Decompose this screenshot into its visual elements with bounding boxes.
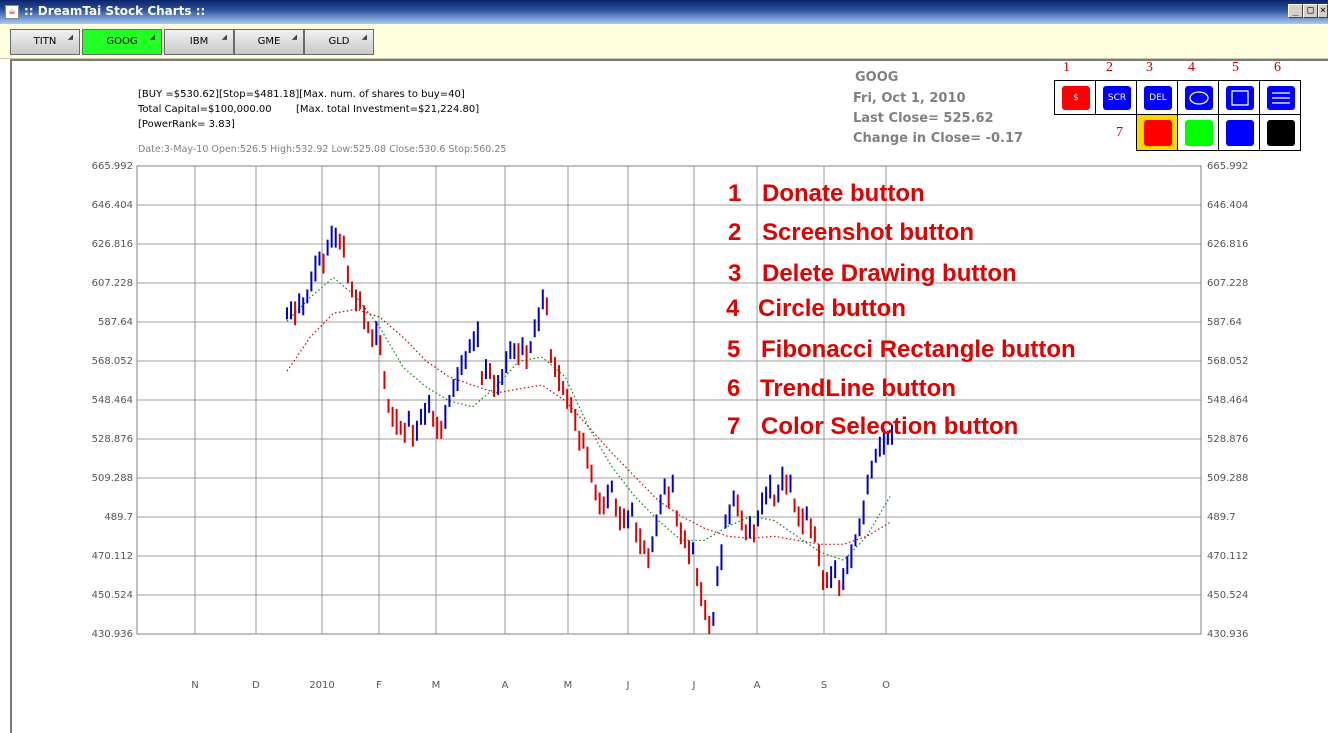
tab-label: GOOG	[106, 36, 138, 47]
legend-number: 4	[726, 295, 740, 322]
legend-delete: 3 Delete Drawing button	[728, 260, 1017, 288]
donate-cell: $	[1054, 80, 1096, 115]
tab-label: GME	[257, 36, 281, 47]
donate-button[interactable]: $	[1062, 86, 1090, 110]
tab-corner-icon: ◢	[149, 33, 155, 41]
black-swatch-icon	[1267, 120, 1295, 146]
swatch-blue[interactable]	[1218, 114, 1260, 151]
tab-label: GLD	[328, 36, 350, 47]
legend-number: 2	[728, 219, 742, 246]
legend-text: TrendLine button	[760, 375, 956, 402]
legend-text: Color Selection button	[761, 413, 1019, 440]
tab-corner-icon: ◢	[361, 33, 367, 41]
toolbox-number: 5	[1232, 60, 1239, 75]
delete-drawing-button[interactable]: DEL	[1144, 86, 1172, 110]
tab-ibm[interactable]: IBM ◢	[164, 29, 234, 55]
maximize-button[interactable]: □	[1303, 4, 1318, 18]
swatch-red[interactable]	[1136, 114, 1178, 151]
buy-info: [BUY =$530.62][Stop=$481.18][Max. num. o…	[138, 89, 465, 100]
legend-number: 5	[727, 336, 741, 363]
circle-cell	[1177, 80, 1219, 115]
screenshot-button[interactable]: SCR	[1103, 86, 1131, 110]
legend-fibonacci: 5 Fibonacci Rectangle button	[727, 336, 1076, 364]
legend-text: Donate button	[762, 180, 925, 207]
legend-donate: 1 Donate button	[728, 180, 925, 208]
tab-gld[interactable]: GLD ◢	[304, 29, 374, 55]
legend-color: 7 Color Selection button	[727, 413, 1018, 441]
red-swatch-icon	[1144, 120, 1172, 146]
chart-panel	[10, 59, 1328, 733]
legend-trendline: 6 TrendLine button	[727, 375, 956, 403]
legend-circle: 4 Circle button	[726, 295, 906, 323]
toolbox-number: 3	[1146, 60, 1153, 75]
tab-corner-icon: ◢	[221, 33, 227, 41]
screenshot-cell: SCR	[1095, 80, 1137, 115]
tab-corner-icon: ◢	[291, 33, 297, 41]
delete-cell: DEL	[1136, 80, 1178, 115]
trendline-button[interactable]	[1267, 86, 1295, 110]
change-in-close: Change in Close= -0.17	[853, 131, 1024, 146]
total-capital: Total Capital=$100,000.00	[138, 104, 272, 115]
blue-swatch-icon	[1226, 120, 1254, 146]
quote-symbol: GOOG	[855, 70, 899, 85]
trendline-icon	[1272, 92, 1290, 104]
minimize-button[interactable]: _	[1288, 4, 1303, 18]
close-button[interactable]: ×	[1318, 4, 1328, 18]
java-app-icon: ☕	[5, 5, 19, 19]
rectangle-icon	[1231, 90, 1249, 106]
bar-info-line: Date:3-May-10 Open:526.5 High:532.92 Low…	[138, 144, 507, 155]
power-rank: [PowerRank= 3.83]	[138, 119, 235, 130]
legend-screenshot: 2 Screenshot button	[728, 219, 974, 247]
swatch-black[interactable]	[1259, 114, 1301, 151]
toolbox-number: 1	[1063, 60, 1070, 75]
tab-label: IBM	[189, 36, 209, 47]
circle-icon	[1189, 91, 1209, 105]
toolbox-number: 4	[1188, 60, 1195, 75]
last-close: Last Close= 525.62	[853, 111, 994, 126]
legend-number: 1	[728, 180, 742, 207]
tab-gme[interactable]: GME ◢	[234, 29, 304, 55]
quote-date: Fri, Oct 1, 2010	[853, 91, 966, 106]
toolbox-number: 7	[1116, 125, 1123, 140]
trendline-cell	[1259, 80, 1301, 115]
tab-corner-icon: ◢	[67, 33, 73, 41]
green-swatch-icon	[1185, 120, 1213, 146]
tab-goog[interactable]: GOOG ◢	[82, 29, 162, 55]
dollar-icon: $	[1073, 93, 1079, 103]
drawing-toolbox: $ SCR DEL	[1054, 80, 1301, 151]
toolbox-number: 2	[1106, 60, 1113, 75]
symbol-tabstrip: TITN ◢ GOOG ◢ IBM ◢ GME ◢ GLD ◢	[0, 24, 1328, 59]
circle-button[interactable]	[1185, 86, 1213, 110]
rectangle-cell	[1218, 80, 1260, 115]
toolbox-number: 6	[1274, 60, 1281, 75]
legend-number: 3	[728, 260, 742, 287]
swatch-green[interactable]	[1177, 114, 1219, 151]
tab-titn[interactable]: TITN ◢	[10, 29, 80, 55]
legend-text: Screenshot button	[762, 219, 975, 246]
legend-number: 7	[727, 413, 741, 440]
legend-number: 6	[727, 375, 741, 402]
legend-text: Fibonacci Rectangle button	[761, 336, 1076, 363]
window-title: :: DreamTai Stock Charts ::	[24, 4, 206, 18]
legend-text: Delete Drawing button	[762, 260, 1017, 287]
max-investment: [Max. total Investment=$21,224.80]	[296, 104, 480, 115]
legend-text: Circle button	[758, 295, 906, 322]
title-bar: ☕ :: DreamTai Stock Charts :: _ □ ×	[0, 0, 1328, 24]
tab-label: TITN	[33, 36, 57, 47]
fibonacci-rectangle-button[interactable]	[1226, 86, 1254, 110]
